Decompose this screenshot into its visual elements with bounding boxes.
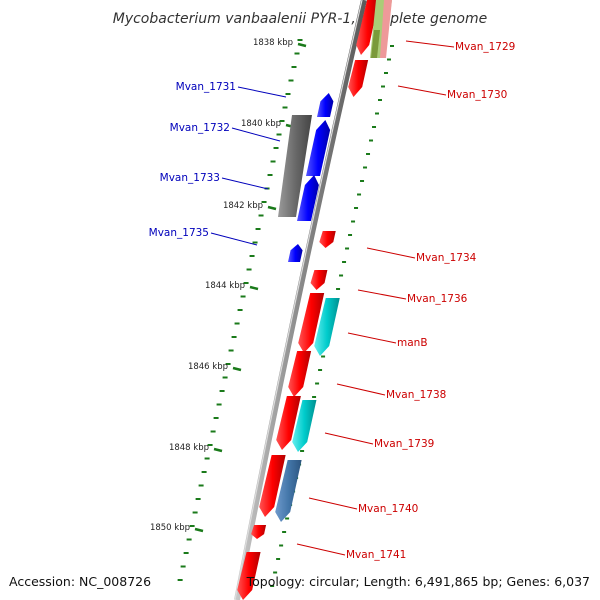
gene-feature — [275, 460, 302, 522]
gene-label-forward: Mvan_1741 — [346, 549, 406, 561]
gene-feature — [348, 60, 369, 97]
ruler-label: 1842 kbp — [223, 201, 263, 211]
genome-title: Mycobacterium vanbaalenii PYR-1, complet… — [113, 11, 488, 27]
gene-label-forward: Mvan_1739 — [374, 438, 434, 450]
gene-feature — [259, 455, 286, 517]
label-leader — [210, 232, 258, 246]
ruler-label: 1838 kbp — [253, 38, 293, 48]
gene-label-forward: Mvan_1734 — [416, 252, 477, 264]
genome-backbone-highlight — [234, 0, 363, 600]
label-leader — [357, 289, 407, 300]
gene-label-forward: manB — [397, 337, 428, 349]
ruler-label: 1850 kbp — [150, 523, 190, 533]
ruler-major-tick — [232, 366, 242, 372]
ruler-ticks — [194, 42, 307, 533]
gene-feature — [310, 270, 328, 290]
gene-label-forward: Mvan_1738 — [386, 389, 446, 401]
ruler-dots — [177, 39, 394, 587]
gene-label-reverse: Mvan_1732 — [170, 122, 230, 134]
gene-feature — [371, 30, 380, 58]
gene-feature — [380, 0, 392, 58]
gene-label-forward: Mvan_1736 — [407, 293, 468, 305]
ruler-major-tick — [267, 205, 277, 211]
gene-feature — [276, 396, 301, 450]
label-leader — [336, 383, 386, 396]
gene-label-reverse: Mvan_1731 — [176, 81, 236, 93]
topology-summary-text: Topology: circular; Length: 6,491,865 bp… — [246, 574, 590, 589]
label-leader — [221, 177, 269, 190]
gene-feature — [319, 231, 336, 248]
gene-feature — [288, 244, 303, 262]
ruler-labels: 1838 kbp 1840 kbp 1842 kbp 1844 kbp 1846 kbp… — [150, 38, 293, 533]
ruler-major-tick — [249, 285, 259, 291]
gene-feature — [251, 525, 267, 539]
label-leader-lines — [210, 40, 455, 556]
genome-backbone — [234, 0, 367, 600]
ruler-label: 1840 kbp — [241, 119, 281, 129]
ruler-major-tick — [297, 42, 307, 48]
gene-feature — [314, 298, 340, 356]
gene-label-reverse: Mvan_1735 — [149, 227, 209, 239]
gene-feature — [237, 552, 261, 600]
ruler-major-tick — [194, 527, 204, 533]
gene-feature — [288, 351, 312, 397]
label-leader — [237, 86, 287, 98]
gene-label-forward: Mvan_1729 — [455, 41, 515, 53]
ruler-major-tick — [213, 447, 223, 453]
gene-feature — [292, 400, 317, 452]
ruler-label: 1844 kbp — [205, 281, 245, 291]
gene-labels: Mvan_1729 Mvan_1730 Mvan_1734 Mvan_1736 manB… — [149, 41, 516, 561]
accession-text: Accession: NC_008726 — [9, 574, 151, 589]
gene-feature — [278, 115, 312, 217]
label-leader — [366, 247, 416, 259]
label-leader — [308, 497, 358, 510]
label-leader — [405, 40, 455, 48]
gene-feature — [306, 120, 331, 176]
label-leader — [324, 432, 374, 445]
gene-feature — [297, 175, 319, 221]
gene-feature — [356, 0, 380, 55]
label-leader — [347, 332, 397, 344]
label-leader — [231, 127, 281, 142]
gene-features — [237, 0, 392, 600]
gene-label-forward: Mvan_1740 — [358, 503, 418, 515]
label-leader — [296, 543, 346, 556]
gene-feature — [317, 93, 334, 117]
ruler-label: 1848 kbp — [169, 443, 209, 453]
gene-label-forward: Mvan_1730 — [447, 89, 507, 101]
gene-label-reverse: Mvan_1733 — [160, 172, 220, 184]
ruler-label: 1846 kbp — [188, 362, 228, 372]
gene-feature — [298, 293, 325, 353]
label-leader — [397, 85, 447, 96]
